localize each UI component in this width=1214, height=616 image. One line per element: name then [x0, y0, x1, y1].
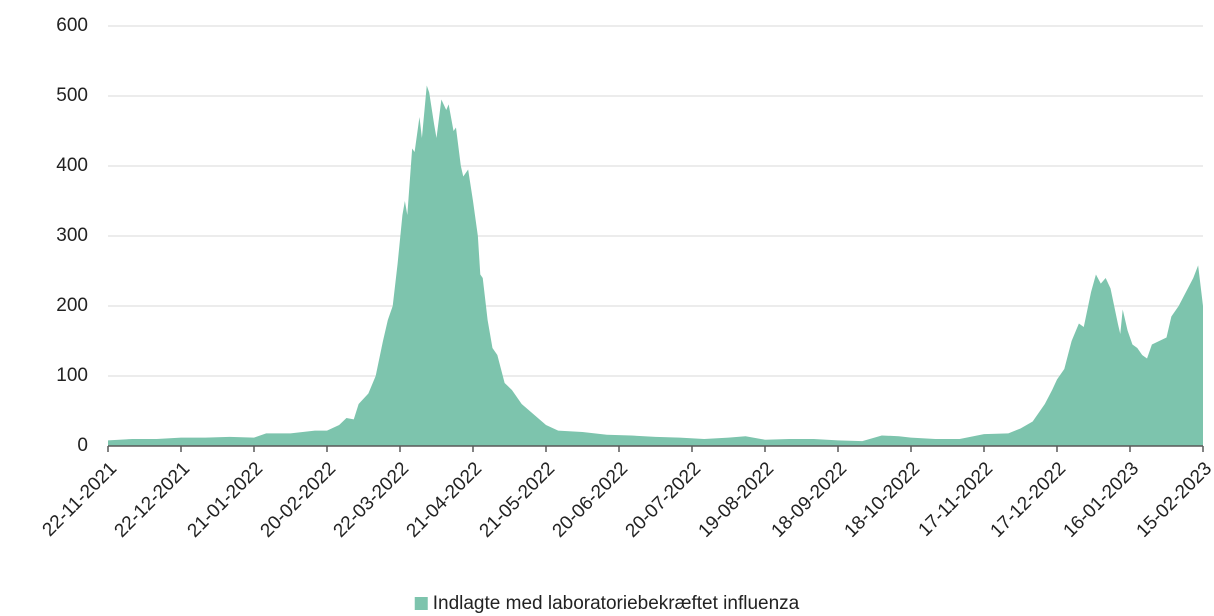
x-tick-label: 20-07-2022: [621, 458, 705, 542]
y-tick-label: 500: [56, 85, 88, 106]
x-tick-label: 21-05-2022: [475, 458, 559, 542]
x-tick-label: 22-12-2021: [110, 458, 194, 542]
y-tick-label: 400: [56, 155, 88, 176]
x-tick-label: 18-10-2022: [840, 458, 924, 542]
x-tick-label: 21-01-2022: [183, 458, 267, 542]
x-tick-label: 19-08-2022: [694, 458, 778, 542]
x-tick-label: 15-02-2023: [1132, 458, 1214, 542]
legend-label: Indlagte med laboratoriebekræftet influe…: [433, 593, 800, 614]
y-tick-label: 600: [56, 15, 88, 36]
y-tick-label: 300: [56, 225, 88, 246]
x-tick-label: 22-11-2021: [39, 458, 122, 541]
x-tick-label: 16-01-2023: [1059, 458, 1143, 542]
legend-swatch: [414, 597, 428, 610]
x-tick-label: 22-03-2022: [329, 458, 413, 542]
y-tick-label: 200: [56, 295, 88, 316]
x-tick-label: 20-02-2022: [256, 458, 340, 542]
x-tick-label: 17-12-2022: [986, 458, 1070, 542]
area: [108, 85, 1203, 446]
x-tick-label: 17-11-2022: [915, 458, 998, 541]
x-tick-label: 18-09-2022: [767, 458, 851, 542]
y-tick-label: 100: [56, 365, 88, 386]
x-tick-label: 20-06-2022: [548, 458, 632, 542]
y-tick-label: 0: [77, 435, 88, 456]
x-tick-label: 21-04-2022: [402, 458, 486, 542]
